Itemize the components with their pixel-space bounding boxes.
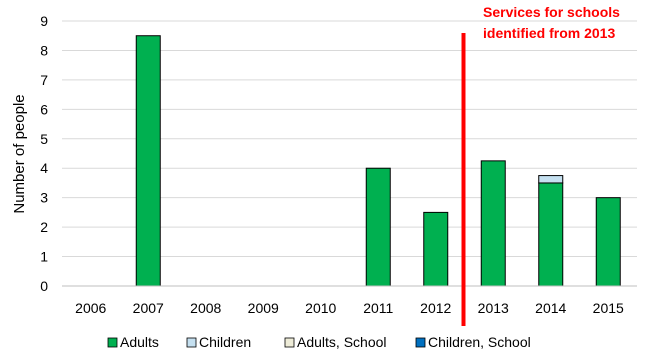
y-tick-label: 9 [40, 13, 48, 29]
legend-swatch [187, 338, 196, 347]
y-tick-label: 8 [40, 42, 48, 58]
legend-label: Adults [120, 334, 159, 350]
legend: Adults Children Adults, School Children, Sc… [108, 334, 531, 350]
bar-adults [136, 36, 160, 286]
x-tick-label: 2009 [248, 300, 279, 316]
bar-adults [481, 161, 505, 286]
legend-label: Children, School [428, 334, 531, 350]
y-axis-title: Number of people [11, 94, 28, 213]
bar-children [539, 176, 563, 183]
x-tick-label: 2011 [363, 300, 393, 316]
y-axis-ticks: 0 1 2 3 4 5 6 7 8 9 [40, 13, 48, 294]
legend-swatch [416, 338, 425, 347]
x-tick-label: 2007 [133, 300, 164, 316]
y-tick-label: 6 [40, 101, 48, 117]
x-tick-label: 2012 [420, 300, 451, 316]
y-tick-label: 3 [40, 190, 48, 206]
bar-adults [596, 198, 620, 286]
annotation-line-2: identified from 2013 [483, 25, 615, 41]
bar-adults [366, 168, 390, 286]
y-tick-label: 4 [40, 160, 48, 176]
legend-label: Adults, School [297, 334, 387, 350]
bars [136, 36, 620, 286]
x-tick-label: 2013 [478, 300, 509, 316]
bar-adults [424, 212, 448, 286]
legend-swatch [108, 338, 117, 347]
legend-label: Children [199, 334, 251, 350]
x-axis-ticks: 2006 2007 2008 2009 2010 2011 2012 2013 2014 2015 [75, 300, 624, 316]
y-tick-label: 1 [40, 249, 48, 265]
annotation-line-1: Services for schools [483, 4, 620, 20]
x-tick-label: 2010 [305, 300, 336, 316]
legend-swatch [285, 338, 294, 347]
y-tick-label: 2 [40, 219, 48, 235]
x-tick-label: 2015 [593, 300, 624, 316]
bar-adults [539, 183, 563, 286]
y-tick-label: 7 [40, 72, 48, 88]
x-tick-label: 2008 [190, 300, 221, 316]
x-tick-label: 2006 [75, 300, 106, 316]
x-tick-label: 2014 [535, 300, 566, 316]
y-tick-label: 5 [40, 131, 48, 147]
y-tick-label: 0 [40, 278, 48, 294]
